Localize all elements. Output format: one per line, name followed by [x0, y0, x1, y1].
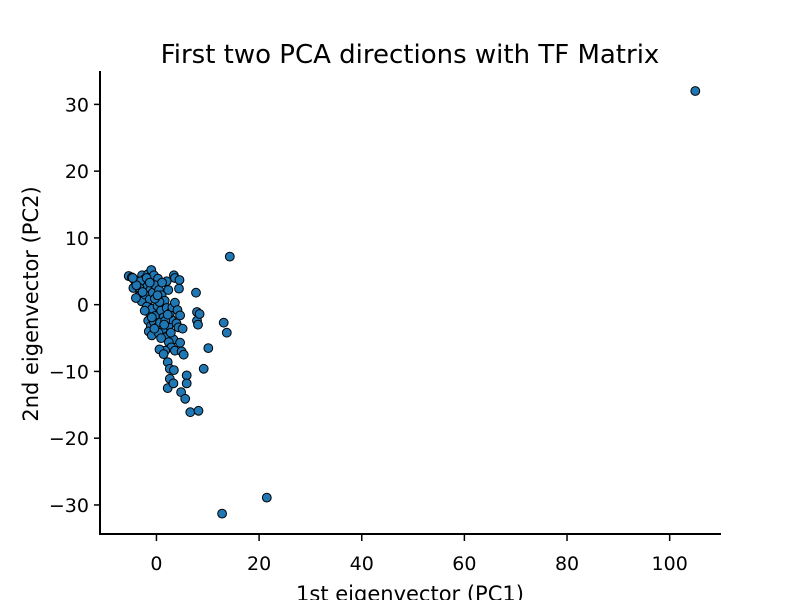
data-point: [127, 273, 138, 283]
data-point: [185, 407, 196, 418]
data-point: [218, 317, 229, 328]
data-point: [181, 378, 192, 389]
y-tick-label: −30: [49, 495, 89, 517]
y-tick-label: −20: [49, 428, 89, 450]
x-tick-label: 40: [350, 553, 374, 575]
x-tick-label: 20: [247, 553, 271, 575]
data-point: [180, 393, 191, 404]
data-point: [193, 319, 203, 330]
data-point: [162, 309, 173, 320]
y-tick-label: −10: [49, 361, 89, 383]
x-tick-label: 0: [150, 553, 162, 575]
data-point: [224, 251, 235, 262]
data-point: [261, 492, 272, 503]
y-axis-label: 2nd eigenvector (PC2): [19, 186, 43, 421]
data-point: [175, 337, 186, 348]
data-point: [169, 365, 179, 376]
data-point: [221, 327, 232, 338]
y-axis-ticks: −30 −20 −10 0 10 20 30: [49, 94, 100, 517]
chart-title: First two PCA directions with TF Matrix: [161, 40, 660, 70]
y-tick-label: 10: [65, 228, 89, 250]
data-point: [174, 283, 184, 294]
data-point: [131, 293, 141, 303]
data-point: [177, 323, 188, 334]
x-tick-label: 80: [555, 553, 579, 575]
x-axis-ticks: 0 20 40 60 80 100: [150, 535, 688, 575]
data-point: [158, 349, 169, 360]
y-tick-label: 20: [65, 161, 89, 183]
y-tick-label: 30: [65, 94, 89, 116]
data-point: [203, 343, 214, 354]
data-point: [146, 312, 157, 323]
data-point: [690, 86, 701, 96]
data-point: [193, 405, 204, 416]
data-point: [168, 378, 179, 389]
scatter-points: [123, 86, 701, 519]
data-point: [194, 309, 205, 319]
data-point: [217, 508, 228, 519]
data-point: [149, 323, 160, 334]
data-point: [144, 277, 155, 288]
data-point: [174, 275, 185, 285]
data-point: [157, 277, 168, 288]
data-point: [178, 349, 189, 360]
x-tick-label: 60: [452, 553, 476, 575]
x-axis-label: 1st eigenvector (PC1): [296, 582, 524, 600]
data-point: [137, 287, 148, 297]
data-point: [191, 287, 201, 298]
data-point: [159, 319, 170, 330]
data-point: [175, 310, 186, 321]
y-tick-label: 0: [77, 295, 89, 317]
data-point: [152, 290, 163, 301]
data-point: [181, 370, 192, 381]
x-tick-label: 100: [652, 553, 688, 575]
data-point: [139, 305, 150, 316]
data-point: [198, 363, 209, 374]
data-point: [163, 285, 174, 295]
data-point: [165, 327, 176, 338]
data-point: [156, 333, 167, 344]
